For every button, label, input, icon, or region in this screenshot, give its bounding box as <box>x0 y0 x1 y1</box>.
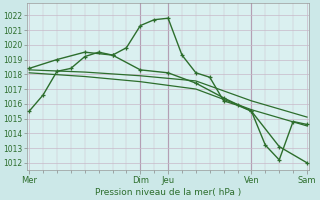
X-axis label: Pression niveau de la mer( hPa ): Pression niveau de la mer( hPa ) <box>95 188 241 197</box>
